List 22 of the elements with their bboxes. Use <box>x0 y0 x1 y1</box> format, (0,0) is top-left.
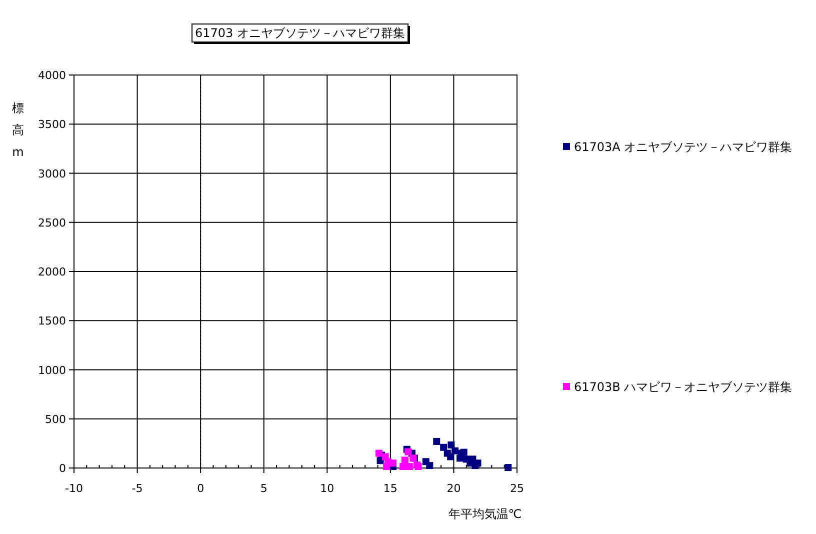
x-tick-label: 25 <box>510 482 524 495</box>
x-tick-label: 0 <box>197 482 204 495</box>
y-tick-label: 0 <box>59 462 66 475</box>
y-tick-label: 1000 <box>38 364 66 377</box>
x-tick-label: 10 <box>320 482 334 495</box>
y-axis-title: 標高m <box>12 101 24 159</box>
y-tick-label: 2500 <box>38 216 66 230</box>
legend-item: 61703A オニヤブソテツ－ハマビワ群集 <box>563 140 792 154</box>
x-tick-label: 15 <box>383 482 398 495</box>
x-tick-label: -5 <box>132 482 143 495</box>
x-axis-title: 年平均気温℃ <box>448 507 522 521</box>
chart-title: 61703 オニヤブソテツ－ハマビワ群集 <box>195 26 405 40</box>
y-tick-label: 4000 <box>38 69 66 82</box>
x-tick-label: -10 <box>65 482 83 495</box>
y-tick-label: 2000 <box>38 266 66 278</box>
y-tick-label: 3500 <box>38 118 66 132</box>
legend-item: 61703B ハマビワ－オニヤブソテツ群集 <box>563 380 792 394</box>
x-tick-label: 5 <box>260 482 268 495</box>
y-tick-label: 3000 <box>38 167 66 180</box>
y-tick-label: 1500 <box>38 314 66 328</box>
x-tick-label: 20 <box>446 482 461 495</box>
y-tick-label: 500 <box>45 412 66 426</box>
